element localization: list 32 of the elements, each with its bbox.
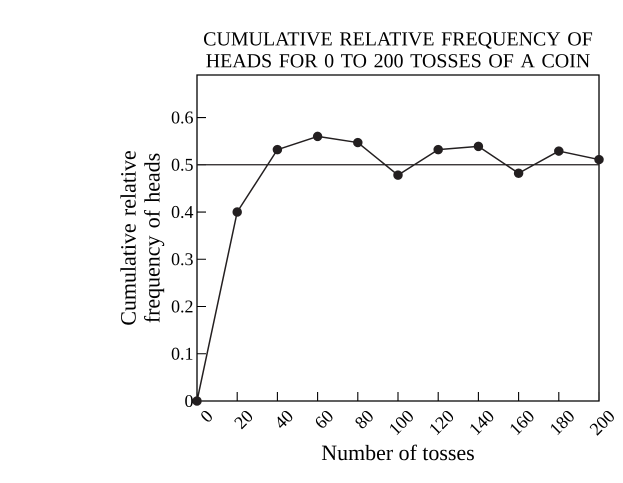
- y-axis-title: Cumulative relative frequency of heads: [120, 151, 164, 325]
- point: [312, 132, 322, 142]
- point: [594, 154, 604, 164]
- point: [393, 170, 403, 180]
- y-tick-label: 0.4: [172, 206, 194, 218]
- x-tick-label: 120: [430, 410, 454, 436]
- x-tick-label: 140: [470, 410, 494, 436]
- x-tick-label: 160: [510, 410, 534, 436]
- y-tick-label: 0.5: [172, 158, 193, 171]
- x-axis-title: Number of tosses: [322, 444, 474, 460]
- y-tick-label: 0.6: [172, 111, 193, 124]
- x-tick-label: 80: [356, 410, 373, 428]
- y-tick-label: 0.2: [172, 300, 192, 313]
- y-tick-label: 0.1: [172, 348, 192, 360]
- point: [433, 144, 443, 154]
- chart-title: CUMULATIVE RELATIVE FREQUENCY OF HEADS FOR 0 TO 200 TOSSES OF A COIN: [204, 32, 592, 68]
- point: [554, 146, 564, 156]
- x-tick-label: 60: [316, 410, 332, 428]
- point: [514, 168, 524, 178]
- x-tick-label: 0: [201, 410, 212, 422]
- x-tick-label: 180: [550, 410, 574, 436]
- point: [353, 138, 363, 148]
- point: [272, 144, 282, 154]
- point: [474, 142, 484, 152]
- x-tick-label: 100: [390, 410, 413, 436]
- x-tick-label: 40: [278, 410, 292, 428]
- point: [192, 396, 202, 406]
- y-tick-label: 0: [185, 394, 193, 408]
- y-tick-label: 0.3: [172, 253, 193, 266]
- x-tick-label: 200: [590, 410, 614, 436]
- point: [232, 207, 242, 217]
- x-tick-label: 20: [234, 410, 252, 430]
